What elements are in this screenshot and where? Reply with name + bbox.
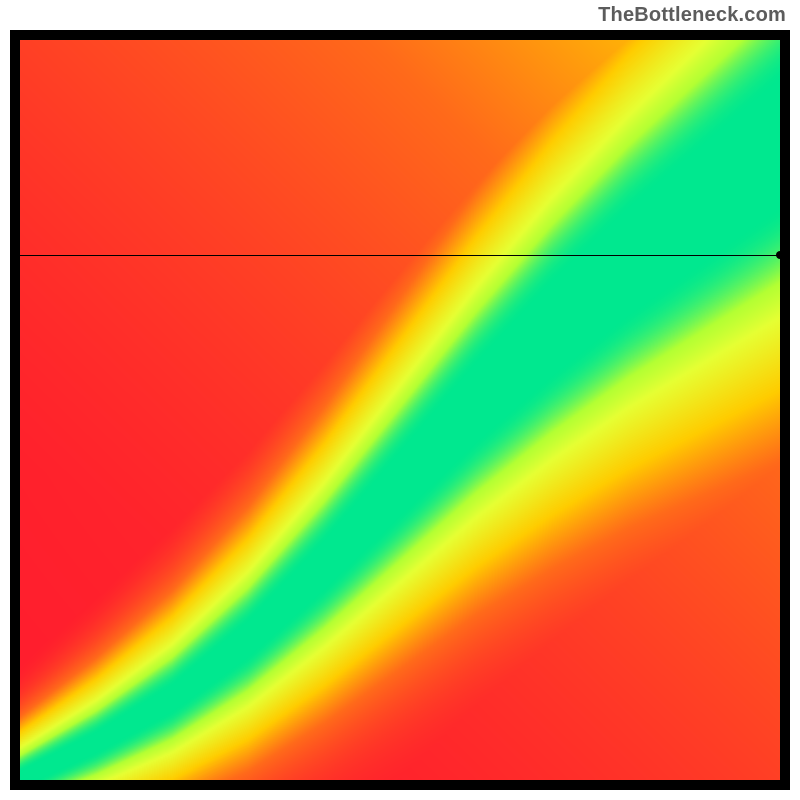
- overlay-horizontal-line: [20, 255, 780, 256]
- overlay-marker-dot: [776, 251, 784, 259]
- heatmap-canvas: [20, 40, 780, 780]
- plot-area: [10, 30, 790, 790]
- watermark-text: TheBottleneck.com: [598, 4, 786, 27]
- figure-container: TheBottleneck.com: [0, 0, 800, 800]
